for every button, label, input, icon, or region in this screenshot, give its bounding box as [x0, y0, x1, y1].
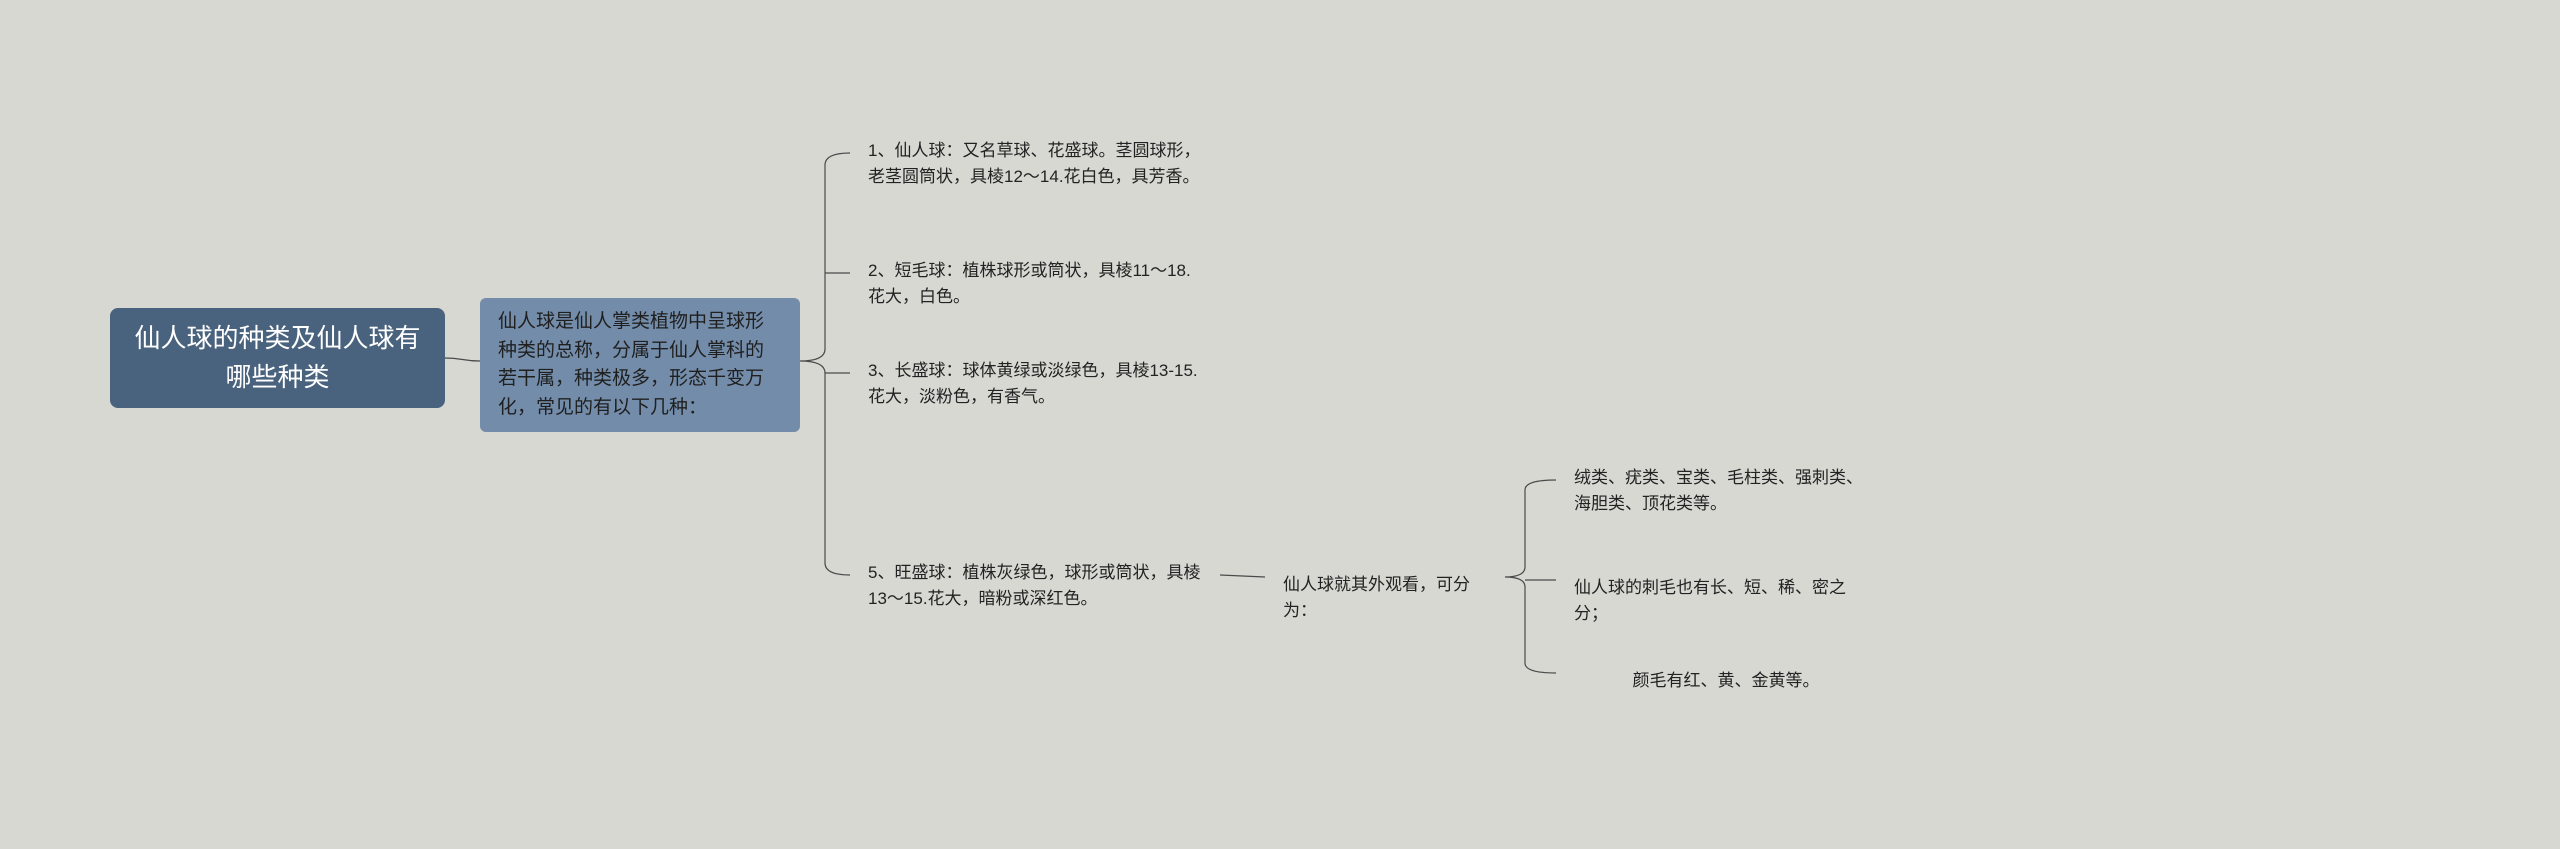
sub5-item-2: 仙人球的刺毛也有长、短、稀、密之分； [1556, 565, 1896, 636]
sub5-item-3-text: 颜毛有红、黄、金黄等。 [1633, 668, 1820, 694]
leaf-1: 1、仙人球：又名草球、花盛球。茎圆球形，老茎圆筒状，具棱12～14.花白色，具芳… [850, 128, 1220, 199]
connector-root-l1 [445, 353, 480, 366]
leaf-3: 3、长盛球：球体黄绿或淡绿色，具棱13-15.花大，淡粉色，有香气。 [850, 348, 1220, 419]
sub5-label: 仙人球就其外观看，可分为： [1265, 562, 1505, 633]
leaf-5-text: 5、旺盛球：植株灰绿色，球形或筒状，具棱13～15.花大，暗粉或深红色。 [868, 560, 1202, 611]
root-node: 仙人球的种类及仙人球有哪些种类 [110, 308, 445, 408]
leaf-2-text: 2、短毛球：植株球形或筒状，具棱11～18.花大，白色。 [868, 258, 1202, 309]
level1-node: 仙人球是仙人掌类植物中呈球形种类的总称，分属于仙人掌科的若干属，种类极多，形态千… [480, 298, 800, 432]
sub5-item-3: 颜毛有红、黄、金黄等。 [1556, 658, 1896, 704]
sub5-label-text: 仙人球就其外观看，可分为： [1283, 572, 1487, 623]
root-text: 仙人球的种类及仙人球有哪些种类 [128, 319, 427, 397]
leaf-3-text: 3、长盛球：球体黄绿或淡绿色，具棱13-15.花大，淡粉色，有香气。 [868, 358, 1202, 409]
sub5-item-1-text: 绒类、疣类、宝类、毛柱类、强刺类、海胆类、顶花类等。 [1574, 465, 1878, 516]
connector-leaf5-sub [1220, 570, 1265, 582]
leaf-5: 5、旺盛球：植株灰绿色，球形或筒状，具棱13～15.花大，暗粉或深红色。 [850, 550, 1220, 621]
leaf-2: 2、短毛球：植株球形或筒状，具棱11～18.花大，白色。 [850, 248, 1220, 319]
sub5-item-1: 绒类、疣类、宝类、毛柱类、强刺类、海胆类、顶花类等。 [1556, 455, 1896, 526]
level1-text: 仙人球是仙人掌类植物中呈球形种类的总称，分属于仙人掌科的若干属，种类极多，形态千… [498, 308, 782, 422]
sub5-item-2-text: 仙人球的刺毛也有长、短、稀、密之分； [1574, 575, 1878, 626]
leaf-1-text: 1、仙人球：又名草球、花盛球。茎圆球形，老茎圆筒状，具棱12～14.花白色，具芳… [868, 138, 1202, 189]
